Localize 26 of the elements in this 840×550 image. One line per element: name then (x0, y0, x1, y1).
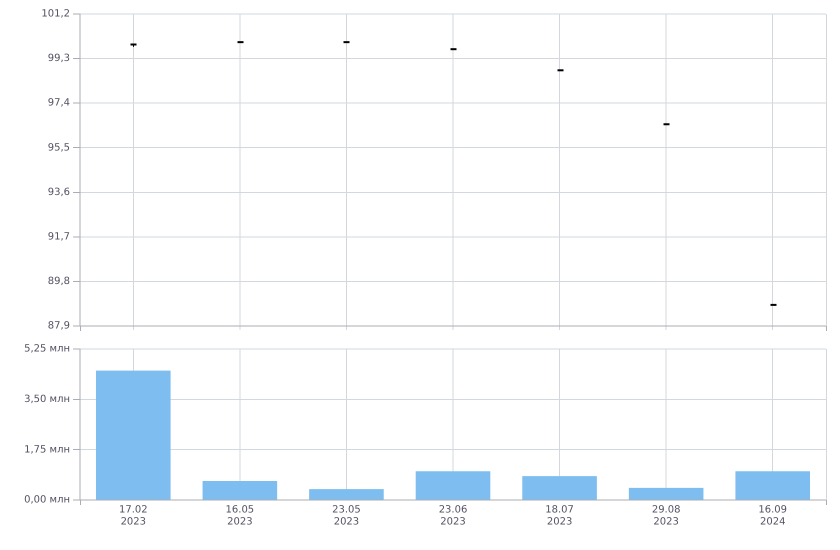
bar (202, 481, 278, 500)
bar (522, 476, 597, 500)
bar (628, 488, 704, 500)
x-tick-label: 23.05 2023 (332, 504, 361, 528)
y-tick-label: 0,00 млн (24, 494, 70, 506)
y-tick-label: 97,4 (48, 98, 70, 109)
y-tick-label: 1,75 млн (24, 444, 70, 456)
y-tick-label: 93,6 (48, 186, 70, 198)
bar (416, 471, 490, 500)
bar (309, 489, 384, 500)
y-tick-label: 95,5 (48, 142, 70, 154)
y-tick-label: 91,7 (48, 231, 70, 242)
y-tick-label: 87,9 (48, 320, 70, 332)
x-tick-label: 18.07 2023 (545, 504, 574, 528)
y-tick-label: 99,3 (48, 53, 70, 64)
y-tick-label: 5,25 млн (24, 344, 70, 355)
x-tick-label: 17.02 2023 (118, 504, 148, 528)
x-tick-label: 23.06 2023 (438, 504, 468, 528)
bar (96, 370, 171, 500)
x-tick-label: 16.09 2024 (758, 504, 788, 528)
bar (735, 471, 810, 500)
y-tick-label: 101,2 (41, 8, 70, 20)
x-tick-label: 29.08 2023 (652, 504, 680, 528)
y-tick-label: 89,8 (48, 276, 70, 288)
x-tick-label: 16.05 2023 (226, 504, 254, 528)
y-tick-label: 3,50 млн (24, 394, 70, 405)
